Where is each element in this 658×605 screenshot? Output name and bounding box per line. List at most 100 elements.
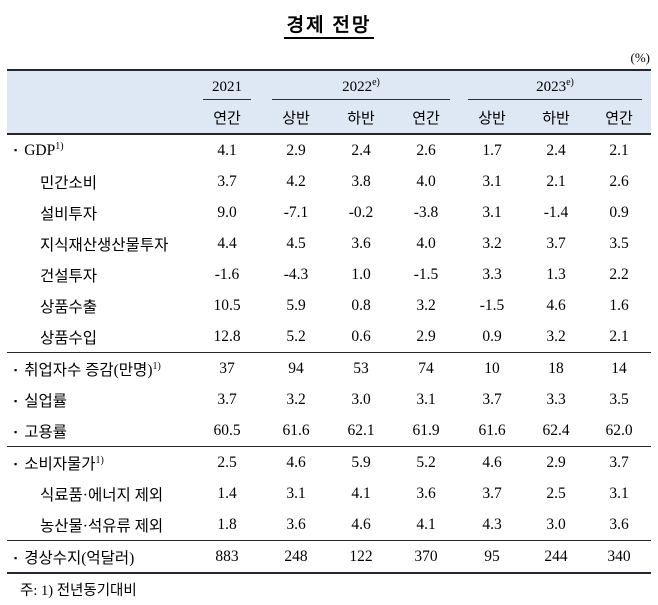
table-row: 상품수입 12.8 5.2 0.6 2.9 0.9 3.2 2.1 [7, 321, 651, 353]
row-label: ▪ 고용률 [14, 423, 67, 441]
year-underline [272, 99, 450, 100]
superscript: 1) [95, 454, 104, 466]
row-label: 식료품·에너지 제외 [40, 486, 164, 504]
value-cell: 3.3 [546, 390, 566, 408]
row-label: ▪ 경상수지(억달러) [7, 540, 191, 573]
value-cell: 3.1 [416, 390, 436, 408]
superscript: e) [566, 77, 574, 88]
value-cell: 3.6 [416, 484, 436, 502]
value-cell: 3.2 [286, 390, 306, 408]
value-cell: 122 [329, 540, 393, 573]
year-underline [468, 99, 642, 100]
value-cell: 12.8 [213, 327, 241, 345]
value-cell: -3.8 [413, 203, 439, 221]
row-label: ▪ 취업자수 증감(만명)1) [7, 352, 191, 384]
value-cell: 3.7 [587, 446, 651, 478]
value-cell: 3.1 [609, 484, 629, 502]
value-cell: 18 [525, 352, 587, 384]
value-cell: 62.1 [347, 421, 375, 439]
table-header: 2021 2022e) 2023e) 연간 상반 하반 연간 상반 하반 연간 [7, 70, 651, 134]
value-cell: -7.1 [283, 203, 309, 221]
table-row: ▪ 경상수지(억달러) 883 248 122 370 95 244 340 [7, 540, 651, 573]
value-cell: 4.2 [286, 172, 306, 190]
value-cell: 2.5 [546, 484, 566, 502]
value-cell: 14 [587, 352, 651, 384]
header-corner-cell [7, 70, 191, 134]
column-header: 연간 [191, 100, 263, 134]
column-header: 연간 [587, 100, 651, 134]
table-row: ▪ 소비자물가1) 2.5 4.6 5.9 5.2 4.6 2.9 3.7 [7, 446, 651, 478]
value-cell: 37 [191, 352, 263, 384]
year-header-row: 2021 2022e) 2023e) [7, 70, 651, 134]
value-cell: 3.7 [482, 484, 502, 502]
value-cell: 4.5 [286, 234, 306, 252]
column-header: 상반 [263, 100, 329, 134]
column-header: 상반 [459, 100, 525, 134]
value-cell: 3.2 [546, 327, 566, 345]
row-label: 농산물·석유류 제외 [40, 517, 164, 535]
bullet-icon: ▪ [14, 426, 18, 437]
value-cell: 340 [587, 540, 651, 573]
value-cell: 62.0 [605, 421, 633, 439]
value-cell: -1.4 [543, 203, 569, 221]
value-cell: 4.6 [459, 446, 525, 478]
value-cell: 3.7 [217, 172, 237, 190]
value-cell: 2.5 [191, 446, 263, 478]
value-cell: 95 [459, 540, 525, 573]
value-cell: -4.3 [283, 265, 309, 283]
value-cell: 2.1 [546, 172, 566, 190]
value-cell: 2.9 [286, 141, 306, 159]
value-cell: 5.9 [329, 446, 393, 478]
value-cell: 3.0 [546, 515, 566, 533]
row-label: ▪ 실업률 [14, 392, 67, 410]
value-cell: 3.2 [416, 296, 436, 314]
value-cell: 2.4 [351, 141, 371, 159]
value-cell: 0.8 [351, 296, 371, 314]
table-row: 설비투자 9.0 -7.1 -0.2 -3.8 3.1 -1.4 0.9 [7, 197, 651, 228]
value-cell: 2.1 [609, 141, 629, 159]
value-cell: -0.2 [348, 203, 374, 221]
value-cell: 4.1 [351, 484, 371, 502]
row-label: 상품수입 [40, 329, 98, 347]
table-row: ▪ 고용률 60.5 61.6 62.1 61.9 61.6 62.4 62.0 [7, 415, 651, 447]
value-cell: 5.2 [393, 446, 459, 478]
value-cell: 248 [263, 540, 329, 573]
value-cell: -1.5 [413, 265, 439, 283]
superscript: 1) [55, 140, 64, 152]
value-cell: 2.6 [416, 141, 436, 159]
year-header-2021: 2021 [191, 70, 263, 100]
year-header-2022: 2022e) [263, 70, 459, 100]
bullet-icon: ▪ [14, 144, 18, 155]
table-row: 식료품·에너지 제외 1.4 3.1 4.1 3.6 3.7 2.5 3.1 [7, 478, 651, 509]
value-cell: 9.0 [217, 203, 237, 221]
value-cell: 0.9 [609, 203, 629, 221]
value-cell: 3.8 [351, 172, 371, 190]
table-row: 지식재산생산물투자 4.4 4.5 3.6 4.0 3.2 3.7 3.5 [7, 228, 651, 259]
row-label: ▪ 소비자물가1) [7, 446, 191, 478]
value-cell: 2.1 [609, 327, 629, 345]
column-header: 하반 [329, 100, 393, 134]
value-cell: 3.5 [609, 234, 629, 252]
row-label: 민간소비 [40, 174, 98, 192]
value-cell: 3.2 [482, 234, 502, 252]
value-cell: 74 [393, 352, 459, 384]
superscript: e) [372, 77, 380, 88]
value-cell: 3.5 [609, 390, 629, 408]
year-underline [203, 99, 251, 100]
value-cell: 1.6 [609, 296, 629, 314]
year-header-2023: 2023e) [459, 70, 651, 100]
value-cell: 1.0 [351, 265, 371, 283]
row-label: 건설투자 [40, 267, 98, 285]
value-cell: 4.4 [217, 234, 237, 252]
value-cell: -1.6 [214, 265, 240, 283]
value-cell: 4.6 [351, 515, 371, 533]
value-cell: 1.7 [482, 141, 502, 159]
table-row: ▪ 실업률 3.7 3.2 3.0 3.1 3.7 3.3 3.5 [7, 384, 651, 415]
value-cell: 1.4 [217, 484, 237, 502]
value-cell: 2.9 [416, 327, 436, 345]
value-cell: 4.6 [263, 446, 329, 478]
value-cell: 244 [525, 540, 587, 573]
value-cell: 3.1 [482, 172, 502, 190]
economic-outlook-table: 2021 2022e) 2023e) 연간 상반 하반 연간 상반 하반 연간 ▪ GDP1) 4.… [7, 69, 651, 574]
row-label: ▪ GDP1) [14, 140, 64, 159]
